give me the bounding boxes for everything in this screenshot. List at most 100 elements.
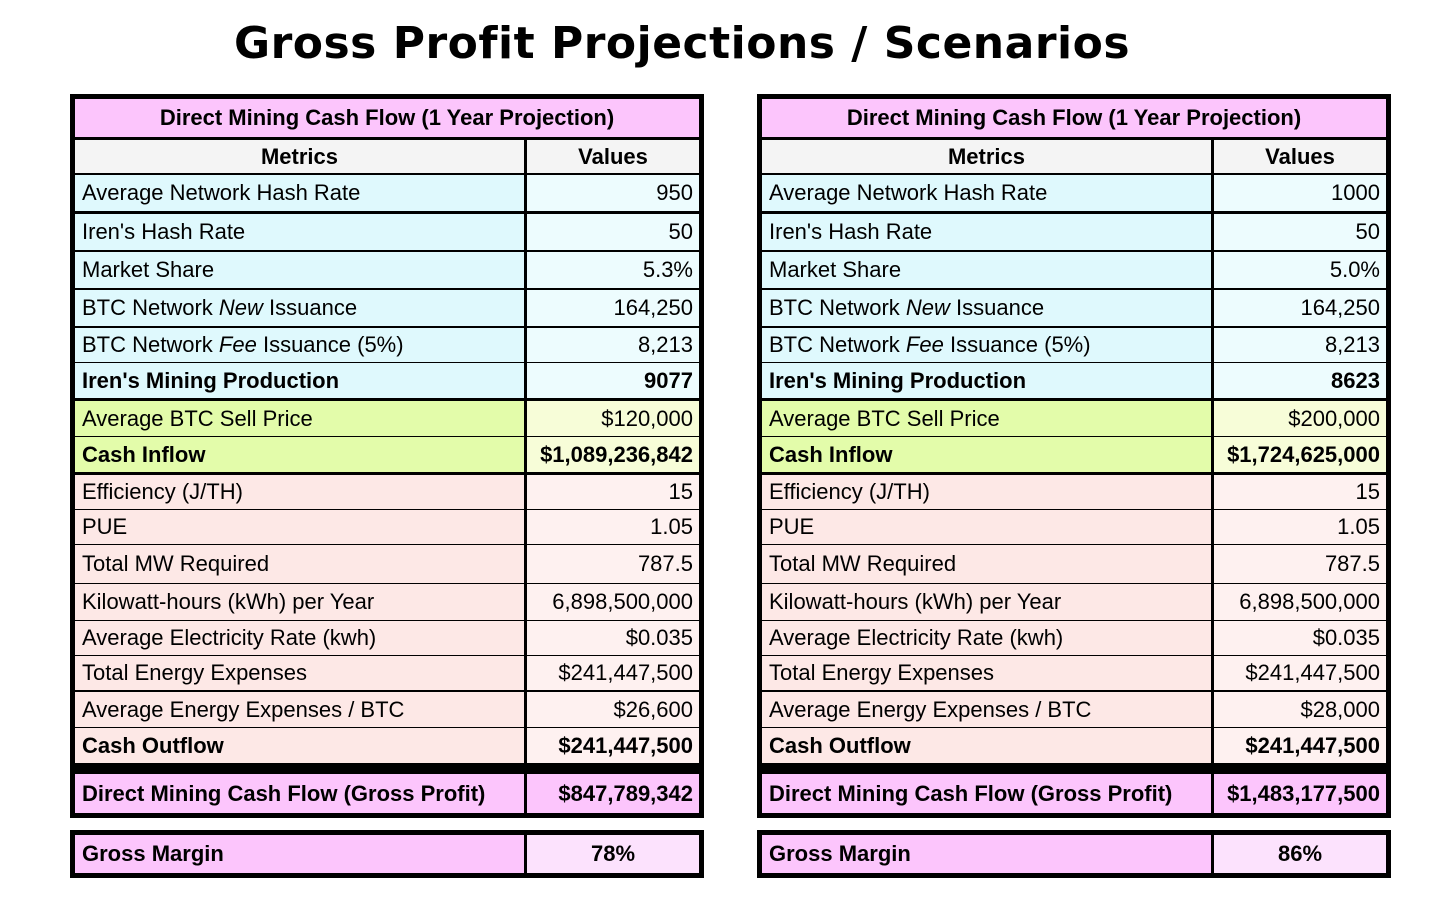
network-row: Average Network Hash Rate 1000 bbox=[762, 175, 1386, 211]
column-header-values: Values bbox=[527, 140, 699, 173]
metric-value: 787.5 bbox=[1214, 545, 1386, 583]
gross-margin-value: 86% bbox=[1214, 835, 1386, 873]
metric-label: Cash Inflow bbox=[762, 437, 1211, 472]
metric-label: Cash Outflow bbox=[762, 728, 1211, 763]
inflow-row: Cash Inflow $1,724,625,000 bbox=[762, 437, 1386, 472]
metric-label-emphasis: Fee bbox=[905, 332, 944, 357]
metric-label: BTC Network New Issuance bbox=[75, 290, 524, 326]
metric-value: $241,447,500 bbox=[527, 728, 699, 763]
network-row: Iren's Mining Production 8623 bbox=[762, 363, 1386, 398]
metric-value: 50 bbox=[1214, 214, 1386, 250]
metric-value: 950 bbox=[527, 175, 699, 211]
metric-label: Average BTC Sell Price bbox=[75, 401, 524, 436]
column-header-values: Values bbox=[1214, 140, 1386, 173]
metric-value: $1,724,625,000 bbox=[1214, 437, 1386, 472]
outflow-row: Average Energy Expenses / BTC $26,600 bbox=[75, 692, 699, 727]
outflow-row: Kilowatt-hours (kWh) per Year 6,898,500,0… bbox=[762, 584, 1386, 620]
metric-value: 1000 bbox=[1214, 175, 1386, 211]
column-headers: Metrics Values bbox=[762, 140, 1386, 173]
metric-label: Total Energy Expenses bbox=[75, 656, 524, 690]
outflow-row: Total Energy Expenses $241,447,500 bbox=[75, 656, 699, 690]
metric-value: 787.5 bbox=[527, 545, 699, 583]
metric-value: $241,447,500 bbox=[1214, 728, 1386, 763]
metric-label: Cash Outflow bbox=[75, 728, 524, 763]
network-row: Iren's Hash Rate 50 bbox=[762, 214, 1386, 250]
metric-label: BTC Network Fee Issuance (5%) bbox=[75, 328, 524, 362]
metric-label-emphasis: New bbox=[218, 295, 263, 320]
metric-label-emphasis: New bbox=[905, 295, 950, 320]
metric-value: 8623 bbox=[1214, 363, 1386, 398]
metric-value: $0.035 bbox=[527, 621, 699, 655]
metric-value: $0.035 bbox=[1214, 621, 1386, 655]
metric-value: $847,789,342 bbox=[527, 774, 699, 813]
metric-value: $1,483,177,500 bbox=[1214, 774, 1386, 813]
metric-label-suffix: Issuance bbox=[262, 295, 358, 320]
table-title: Direct Mining Cash Flow (1 Year Projecti… bbox=[762, 99, 1386, 137]
network-row: Average Network Hash Rate 950 bbox=[75, 175, 699, 211]
metric-label: Total Energy Expenses bbox=[762, 656, 1211, 690]
gross-margin-label: Gross Margin bbox=[762, 835, 1211, 873]
metric-label-suffix: Issuance (5%) bbox=[943, 332, 1091, 357]
metric-label: Direct Mining Cash Flow (Gross Profit) bbox=[762, 774, 1211, 813]
inflow-row: Average BTC Sell Price $120,000 bbox=[75, 401, 699, 436]
network-row: BTC Network Fee Issuance (5%) 8,213 bbox=[762, 328, 1386, 362]
metric-value: 164,250 bbox=[527, 290, 699, 326]
metric-value: 8,213 bbox=[1214, 328, 1386, 362]
metric-value: 6,898,500,000 bbox=[1214, 584, 1386, 620]
metric-label: Total MW Required bbox=[75, 545, 524, 583]
outflow-row: Average Energy Expenses / BTC $28,000 bbox=[762, 692, 1386, 727]
metric-label: PUE bbox=[75, 510, 524, 544]
metric-value: 5.3% bbox=[527, 252, 699, 288]
metric-label: Kilowatt-hours (kWh) per Year bbox=[75, 584, 524, 620]
metric-label-emphasis: Fee bbox=[218, 332, 257, 357]
outflow-row: PUE 1.05 bbox=[75, 510, 699, 544]
outflow-row: Efficiency (J/TH) 15 bbox=[762, 475, 1386, 509]
metric-value: $241,447,500 bbox=[527, 656, 699, 690]
metric-label: Iren's Hash Rate bbox=[75, 214, 524, 250]
metric-label: Iren's Hash Rate bbox=[762, 214, 1211, 250]
table-title: Direct Mining Cash Flow (1 Year Projecti… bbox=[75, 99, 699, 137]
metric-label: Average Electricity Rate (kwh) bbox=[75, 621, 524, 655]
metric-value: 15 bbox=[1214, 475, 1386, 509]
cash-flow-table-1: Direct Mining Cash Flow (1 Year Projecti… bbox=[70, 94, 704, 818]
metric-value: 1.05 bbox=[1214, 510, 1386, 544]
network-row: Market Share 5.0% bbox=[762, 252, 1386, 288]
inflow-row: Average BTC Sell Price $200,000 bbox=[762, 401, 1386, 436]
metric-label: BTC Network New Issuance bbox=[762, 290, 1211, 326]
outflow-row: Kilowatt-hours (kWh) per Year 6,898,500,0… bbox=[75, 584, 699, 620]
metric-value: 9077 bbox=[527, 363, 699, 398]
network-row: Iren's Hash Rate 50 bbox=[75, 214, 699, 250]
network-row: BTC Network New Issuance 164,250 bbox=[762, 290, 1386, 326]
metric-label: Kilowatt-hours (kWh) per Year bbox=[762, 584, 1211, 620]
metric-value: $1,089,236,842 bbox=[527, 437, 699, 472]
metric-label-prefix: BTC Network bbox=[82, 295, 219, 320]
metric-label-prefix: BTC Network bbox=[82, 332, 219, 357]
outflow-row: PUE 1.05 bbox=[762, 510, 1386, 544]
gross-margin-table-2: Gross Margin 86% bbox=[757, 830, 1391, 878]
metric-value: $28,000 bbox=[1214, 692, 1386, 727]
metric-value: 6,898,500,000 bbox=[527, 584, 699, 620]
outflow-row: Average Electricity Rate (kwh) $0.035 bbox=[762, 621, 1386, 655]
gross-margin-value: 78% bbox=[527, 835, 699, 873]
metric-label: Average Electricity Rate (kwh) bbox=[762, 621, 1211, 655]
cash-flow-table-2: Direct Mining Cash Flow (1 Year Projecti… bbox=[757, 94, 1391, 818]
metric-label: Direct Mining Cash Flow (Gross Profit) bbox=[75, 774, 524, 813]
metric-label: Average Energy Expenses / BTC bbox=[762, 692, 1211, 727]
metric-value: 15 bbox=[527, 475, 699, 509]
network-row: BTC Network Fee Issuance (5%) 8,213 bbox=[75, 328, 699, 362]
metric-value: 8,213 bbox=[527, 328, 699, 362]
column-headers: Metrics Values bbox=[75, 140, 699, 173]
gross-margin-table-1: Gross Margin 78% bbox=[70, 830, 704, 878]
outflow-row: Cash Outflow $241,447,500 bbox=[762, 728, 1386, 763]
network-row: Market Share 5.3% bbox=[75, 252, 699, 288]
table-header: Direct Mining Cash Flow (1 Year Projecti… bbox=[75, 99, 699, 137]
metric-label-prefix: BTC Network bbox=[769, 332, 906, 357]
metric-label: BTC Network Fee Issuance (5%) bbox=[762, 328, 1211, 362]
column-header-metrics: Metrics bbox=[762, 140, 1211, 173]
outflow-row: Total MW Required 787.5 bbox=[762, 545, 1386, 583]
metric-label-suffix: Issuance bbox=[949, 295, 1045, 320]
metric-value: 5.0% bbox=[1214, 252, 1386, 288]
metric-label: Total MW Required bbox=[762, 545, 1211, 583]
column-header-metrics: Metrics bbox=[75, 140, 524, 173]
metric-value: $200,000 bbox=[1214, 401, 1386, 436]
